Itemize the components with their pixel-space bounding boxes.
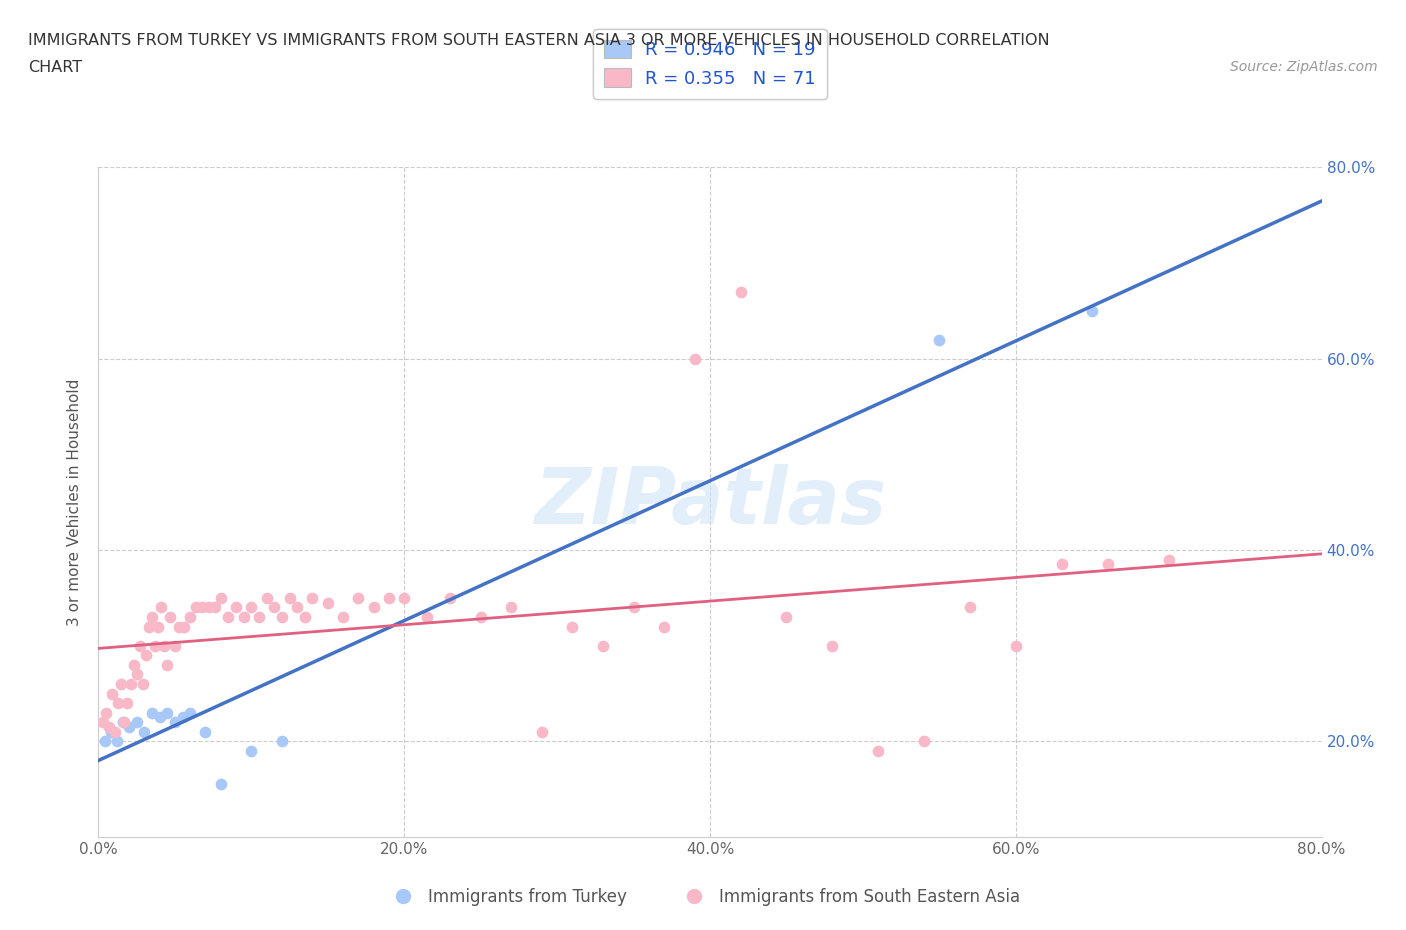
Point [240,600,263,615]
Point [93,734,115,749]
Point [263,600,285,615]
Point [120,676,142,691]
Point [270,734,294,749]
Point [928,332,950,347]
Point [156,658,179,672]
Point [141,705,163,720]
Point [821,638,844,653]
Point [153,638,176,653]
Point [232,609,254,624]
Point [347,591,370,605]
Point [105,734,128,749]
Point [332,609,354,624]
Point [256,591,278,605]
Point [278,591,301,605]
Text: Source: ZipAtlas.com: Source: ZipAtlas.com [1230,60,1378,74]
Point [122,658,145,672]
Point [186,600,208,615]
Point [179,705,201,720]
Point [149,710,172,724]
Point [134,724,156,739]
Point [128,638,150,653]
Point [652,619,675,634]
Point [1081,303,1104,318]
Point [501,600,523,615]
Point [173,619,195,634]
Point [1004,638,1026,653]
Point [730,285,752,299]
Point [217,609,239,624]
Point [240,743,263,758]
Point [159,609,181,624]
Point [868,743,890,758]
Point [561,619,583,634]
Point [125,667,148,682]
Point [191,600,214,615]
Point [91,715,114,730]
Point [146,619,169,634]
Point [301,591,323,605]
Point [135,648,157,663]
Point [378,591,401,605]
Point [683,352,706,366]
Text: ZIPatlas: ZIPatlas [534,464,886,540]
Point [294,609,316,624]
Point [416,609,439,624]
Point [143,638,166,653]
Point [285,600,308,615]
Point [118,720,141,735]
Point [111,715,134,730]
Y-axis label: 3 or more Vehicles in Household: 3 or more Vehicles in Household [67,379,83,626]
Point [209,591,232,605]
Point [439,591,461,605]
Point [117,696,139,711]
Point [163,715,186,730]
Point [392,591,416,605]
Text: CHART: CHART [28,60,82,75]
Point [1157,552,1180,567]
Point [197,600,219,615]
Point [104,724,127,739]
Point [132,676,155,691]
Point [363,600,385,615]
Point [204,600,226,615]
Point [194,724,217,739]
Point [169,619,191,634]
Point [110,676,132,691]
Point [316,595,339,610]
Text: IMMIGRANTS FROM TURKEY VS IMMIGRANTS FROM SOUTH EASTERN ASIA 3 OR MORE VEHICLES : IMMIGRANTS FROM TURKEY VS IMMIGRANTS FRO… [28,33,1050,47]
Point [470,609,492,624]
Point [156,705,179,720]
Point [959,600,981,615]
Point [530,724,553,739]
Point [912,734,935,749]
Point [125,715,148,730]
Point [623,600,645,615]
Point [163,638,186,653]
Point [1050,557,1073,572]
Point [270,609,294,624]
Legend: R = 0.946   N = 19, R = 0.355   N = 71: R = 0.946 N = 19, R = 0.355 N = 71 [593,29,827,99]
Point [100,724,122,739]
Point [138,619,160,634]
Point [150,600,173,615]
Point [94,705,117,720]
Point [112,715,135,730]
Point [1097,557,1119,572]
Point [247,609,270,624]
Legend: Immigrants from Turkey, Immigrants from South Eastern Asia: Immigrants from Turkey, Immigrants from … [380,881,1026,912]
Point [141,609,163,624]
Point [179,609,201,624]
Point [107,696,129,711]
Point [592,638,614,653]
Point [172,710,194,724]
Point [775,609,797,624]
Point [101,686,124,701]
Point [209,777,232,791]
Point [225,600,247,615]
Point [98,720,121,735]
